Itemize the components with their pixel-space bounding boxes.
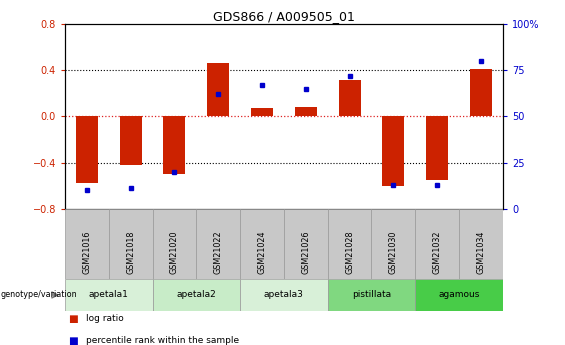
Text: GSM21022: GSM21022 xyxy=(214,230,223,274)
Text: pistillata: pistillata xyxy=(352,290,391,299)
Text: GSM21018: GSM21018 xyxy=(126,230,135,274)
Bar xyxy=(65,209,109,279)
Title: GDS866 / A009505_01: GDS866 / A009505_01 xyxy=(213,10,355,23)
Text: agamous: agamous xyxy=(438,290,480,299)
Bar xyxy=(328,209,372,279)
Bar xyxy=(372,209,415,279)
Bar xyxy=(415,279,503,311)
Bar xyxy=(426,117,448,180)
Text: GSM21016: GSM21016 xyxy=(82,230,92,274)
Bar xyxy=(76,117,98,183)
Text: apetala1: apetala1 xyxy=(89,290,129,299)
Text: GSM21032: GSM21032 xyxy=(433,230,442,274)
Text: GSM21034: GSM21034 xyxy=(476,230,485,274)
Text: ■: ■ xyxy=(68,336,77,345)
Text: GSM21024: GSM21024 xyxy=(258,230,267,274)
Bar xyxy=(240,209,284,279)
Bar xyxy=(470,69,492,117)
Bar xyxy=(284,209,328,279)
Text: GSM21030: GSM21030 xyxy=(389,230,398,274)
Bar xyxy=(197,209,240,279)
Text: apetala3: apetala3 xyxy=(264,290,304,299)
Bar xyxy=(120,117,142,165)
Bar xyxy=(207,63,229,117)
Bar xyxy=(383,117,405,186)
Text: genotype/variation: genotype/variation xyxy=(1,290,77,299)
Bar xyxy=(153,279,240,311)
Bar xyxy=(163,117,185,174)
Bar xyxy=(108,209,153,279)
Bar xyxy=(240,279,328,311)
Text: ■: ■ xyxy=(68,314,77,324)
Bar xyxy=(328,279,415,311)
Text: GSM21020: GSM21020 xyxy=(170,230,179,274)
Bar xyxy=(415,209,459,279)
Text: percentile rank within the sample: percentile rank within the sample xyxy=(86,336,240,345)
Text: log ratio: log ratio xyxy=(86,314,124,323)
Bar xyxy=(153,209,197,279)
Text: GSM21028: GSM21028 xyxy=(345,230,354,274)
Bar xyxy=(295,107,317,117)
Bar xyxy=(65,279,153,311)
Text: GSM21026: GSM21026 xyxy=(301,230,310,274)
Bar xyxy=(338,79,360,117)
Bar xyxy=(251,108,273,117)
Bar xyxy=(459,209,503,279)
Text: apetala2: apetala2 xyxy=(176,290,216,299)
